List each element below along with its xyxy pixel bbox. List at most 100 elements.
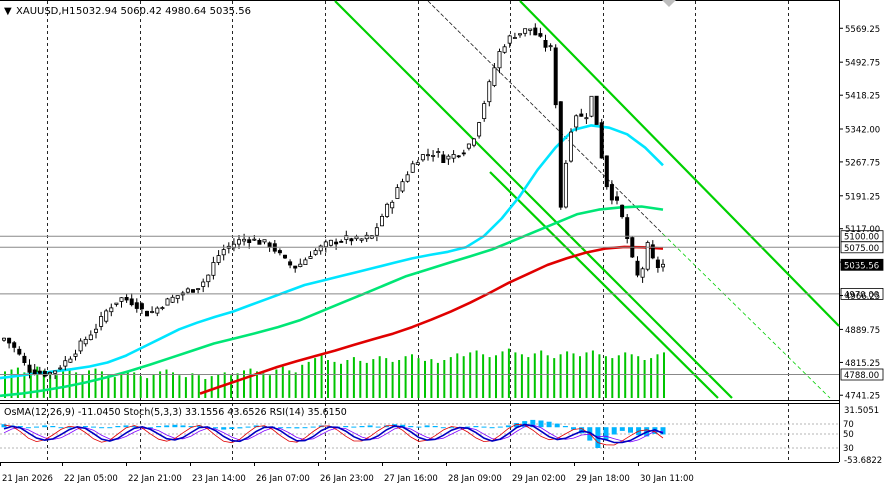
candle-bull <box>68 358 73 363</box>
osma-bar <box>400 424 406 428</box>
volume-bar <box>546 355 549 399</box>
candle-bull <box>99 316 104 327</box>
candle-bull <box>175 295 180 299</box>
volume-bar <box>307 361 310 398</box>
volume-bar <box>94 368 97 398</box>
y-tick-label: 5117.00 <box>845 225 880 235</box>
candle-bull <box>73 353 78 357</box>
candle-bull <box>640 268 645 278</box>
price-level-label[interactable]: 5075.00 <box>844 244 879 254</box>
chart-shift-marker-icon[interactable] <box>662 0 676 7</box>
volume-bar <box>469 352 472 398</box>
candle-bull <box>83 338 88 345</box>
channel-upper-line[interactable] <box>334 0 733 399</box>
osma-bar <box>25 427 31 429</box>
volume-bar <box>36 366 39 398</box>
volume-bar <box>430 359 433 398</box>
trend-channel[interactable] <box>334 0 840 399</box>
candle-bear <box>37 370 42 374</box>
osma-bar <box>213 427 218 429</box>
volume-bar <box>327 360 329 398</box>
volume-bar <box>585 352 588 398</box>
candle-bull <box>78 340 83 352</box>
osma-bar <box>546 421 552 428</box>
volume-bar <box>488 357 491 398</box>
volume-bar <box>411 354 413 398</box>
volume-bar <box>62 371 65 398</box>
indicator-max-label: 31.5051 <box>844 406 879 416</box>
candle-bull <box>492 67 497 86</box>
volume-bar <box>126 370 129 398</box>
volume-bar <box>191 373 194 398</box>
indicator-level-label: 30 <box>843 444 854 454</box>
osma-bar <box>147 427 153 429</box>
candle-bull <box>477 122 482 137</box>
price-level-tag[interactable] <box>840 368 884 381</box>
osma-bar <box>310 426 316 428</box>
volume-bar <box>4 371 6 398</box>
candle-bear <box>579 113 584 117</box>
price-level-tag[interactable] <box>840 241 884 254</box>
candle-bull <box>446 155 451 160</box>
volume-bar <box>398 360 401 398</box>
x-tick-label: 21 Jan 2026 <box>2 474 53 484</box>
channel-top-line[interactable] <box>519 0 840 327</box>
volume-bar <box>604 356 607 398</box>
candle-bull <box>589 95 594 117</box>
candle-bull <box>512 37 517 39</box>
volume-bar <box>650 358 653 398</box>
osma-bar <box>554 423 560 428</box>
moving-averages <box>0 124 664 398</box>
candle-bear <box>635 260 640 276</box>
candle-bear <box>134 302 139 309</box>
x-tick-label: 26 Jan 07:00 <box>256 474 310 484</box>
osma-bar <box>180 425 186 428</box>
ma-mid-line <box>0 205 664 398</box>
candle-bear <box>247 239 252 243</box>
volume-bar <box>301 364 304 399</box>
channel-median-line[interactable] <box>427 0 664 235</box>
price-level-label[interactable]: 4788.00 <box>844 371 879 381</box>
candle-bear <box>190 289 195 293</box>
osma-bar <box>107 427 113 429</box>
osma-bar <box>188 426 194 428</box>
candle-bull <box>451 153 456 159</box>
osma-bar <box>99 427 105 429</box>
candle-bear <box>615 196 620 201</box>
x-tick-label: 23 Jan 14:00 <box>192 474 246 484</box>
volume-bar <box>230 375 233 398</box>
volume-bar <box>268 375 271 398</box>
volume-bar <box>359 360 362 398</box>
osma-bar <box>465 426 471 428</box>
symbol-label: XAUUSD,H1 <box>16 6 75 17</box>
price-level-label[interactable]: 5100.00 <box>844 233 879 243</box>
price-level-label[interactable]: 5035.56 <box>844 261 879 271</box>
osma-bar <box>17 426 23 428</box>
candle-bull <box>390 201 395 209</box>
chart-menu-icon[interactable]: ▼ <box>4 6 12 17</box>
y-tick-label: 5267.75 <box>845 158 880 168</box>
volume-bar <box>107 375 110 398</box>
price-level-label[interactable]: 4970.00 <box>844 290 879 300</box>
candle-bull <box>359 238 364 241</box>
channel-lower-line[interactable] <box>489 171 719 399</box>
candle-bull <box>160 307 165 310</box>
stoch-main-line <box>3 423 664 444</box>
volume-bar <box>88 370 90 398</box>
osma-bar <box>383 425 389 428</box>
volume-bar <box>436 362 439 398</box>
price-level-tag[interactable] <box>840 287 884 300</box>
volume-bar <box>507 348 510 398</box>
candle-bull <box>155 307 160 314</box>
volume-bar <box>172 372 174 398</box>
volume-bar <box>288 370 291 398</box>
price-level-tag[interactable] <box>840 258 884 271</box>
volume-bar <box>81 374 84 399</box>
volume-bar <box>449 357 452 398</box>
candle-bear <box>288 261 293 266</box>
candle-bull <box>645 242 650 270</box>
